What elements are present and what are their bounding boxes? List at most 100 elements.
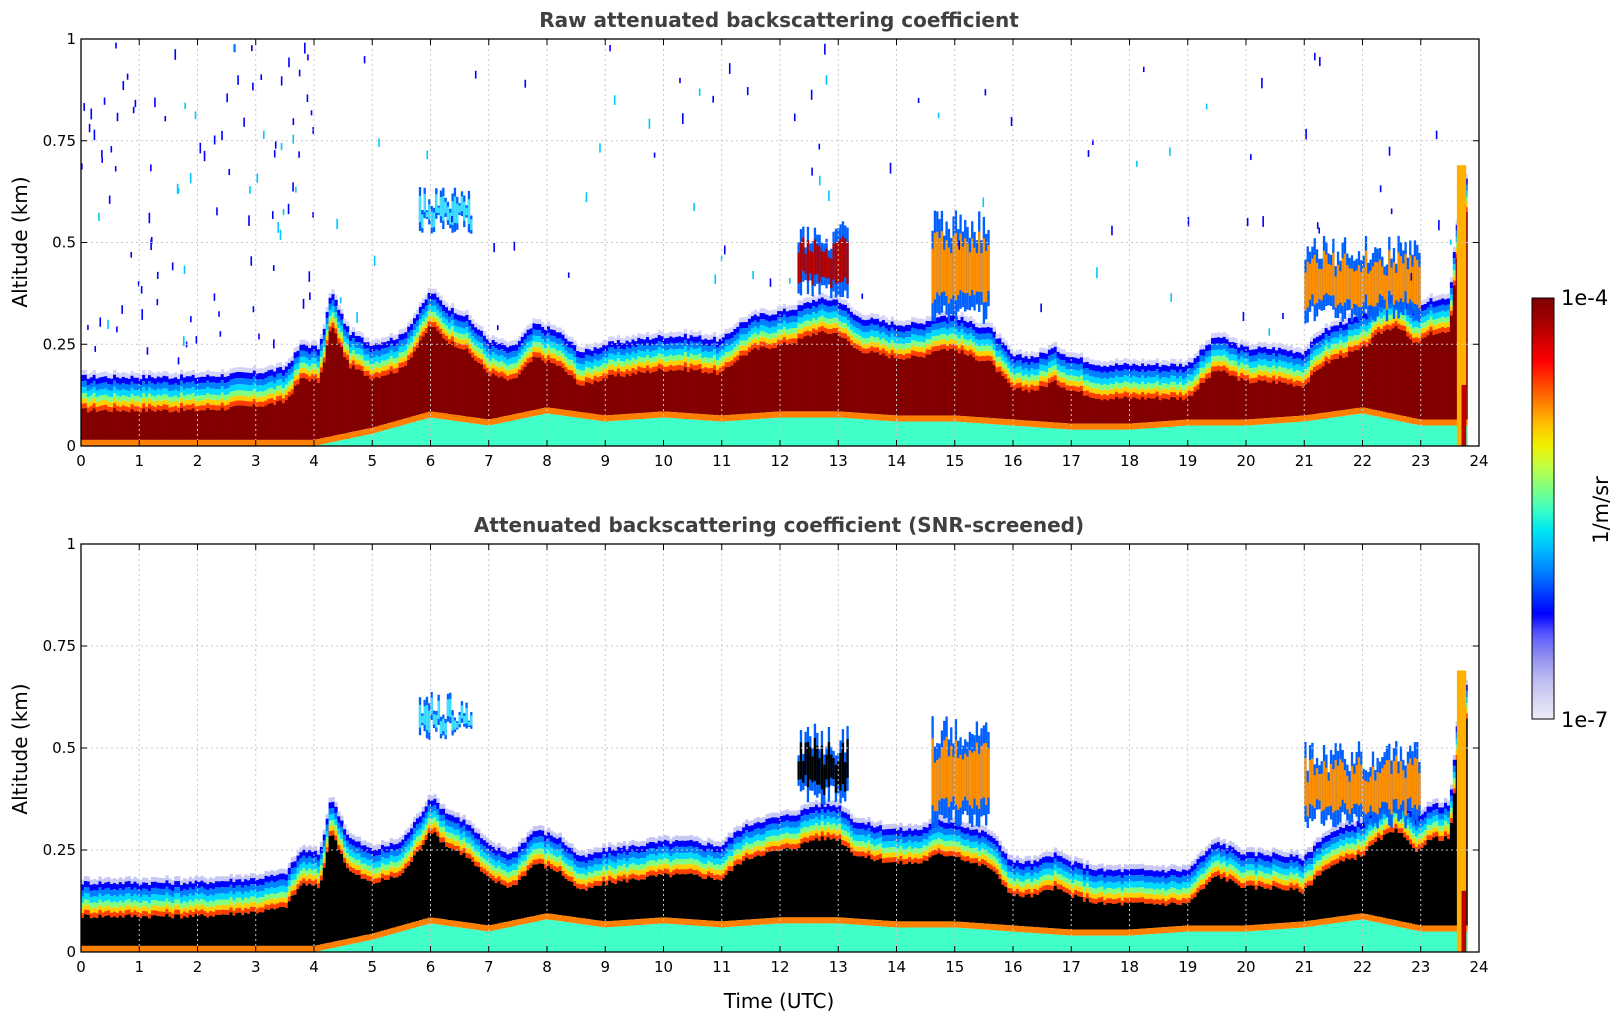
- heat-cell: [474, 339, 478, 346]
- heat-cell: [1327, 348, 1331, 354]
- heat-cell: [736, 332, 740, 340]
- heat-cell: [1336, 320, 1340, 326]
- heat-cell: [1272, 347, 1276, 354]
- heat-cell: [334, 328, 338, 334]
- heat-cell: [552, 414, 557, 446]
- heat-cell: [946, 323, 950, 330]
- heat-cell: [884, 414, 889, 421]
- heat-cell: [1435, 425, 1439, 446]
- heat-cell: [590, 379, 594, 385]
- heat-cell: [771, 343, 775, 348]
- heat-cell: [1295, 375, 1299, 381]
- heat-cell: [191, 387, 195, 394]
- heat-cell: [1114, 391, 1119, 397]
- heat-cell: [975, 417, 979, 424]
- heat-cell: [745, 350, 749, 356]
- heat-cell: [346, 326, 350, 333]
- heat-cell: [1444, 305, 1448, 312]
- heat-cell: [1199, 349, 1203, 356]
- heat-cell: [337, 315, 341, 323]
- noise-pixel: [189, 173, 192, 184]
- heat-cell: [471, 352, 475, 358]
- heat-cell: [663, 366, 667, 372]
- heat-cell: [436, 418, 440, 446]
- heat-cell: [916, 356, 921, 416]
- heat-cell: [1246, 370, 1250, 375]
- heat-cell: [1426, 419, 1430, 426]
- heat-cell: [538, 357, 542, 409]
- heat-cell: [337, 333, 341, 339]
- heat-cell: [686, 419, 691, 446]
- heat-cell: [410, 336, 414, 343]
- heat-cell: [328, 326, 332, 332]
- heat-cell: [1184, 377, 1189, 384]
- heat-cell: [1164, 427, 1168, 446]
- heat-cell: [255, 407, 260, 440]
- heat-cell: [680, 343, 685, 350]
- heat-cell: [1356, 335, 1360, 341]
- heat-cell: [244, 396, 248, 401]
- heat-cell: [1420, 300, 1425, 305]
- heat-cell: [835, 317, 839, 324]
- heat-cell: [407, 360, 411, 418]
- heat-cell: [800, 333, 804, 339]
- heat-cell: [474, 350, 478, 356]
- heat-cell: [605, 421, 609, 446]
- heat-cell: [1383, 274, 1386, 300]
- heat-cell: [401, 339, 405, 346]
- heat-cell: [1085, 395, 1090, 424]
- heat-cell: [657, 368, 661, 412]
- heat-cell: [1452, 264, 1457, 271]
- heat-cell: [992, 337, 996, 344]
- heat-cell: [590, 345, 594, 351]
- heat-cell: [1208, 425, 1212, 446]
- heat-cell: [788, 333, 793, 339]
- heat-cell: [1395, 272, 1398, 301]
- heat-cell: [727, 366, 731, 415]
- heat-cell: [1248, 419, 1253, 426]
- heat-cell: [625, 346, 629, 353]
- heat-cell: [791, 411, 795, 418]
- heat-cell: [683, 339, 688, 346]
- heat-cell: [823, 251, 826, 277]
- heat-cell: [733, 357, 737, 363]
- heat-cell: [1385, 324, 1390, 330]
- heat-cell: [247, 401, 251, 407]
- heat-cell: [648, 368, 653, 374]
- heat-cell: [392, 335, 396, 341]
- heat-cell: [1350, 336, 1355, 342]
- heat-cell: [896, 337, 900, 344]
- heat-cell: [680, 418, 685, 446]
- heat-cell: [651, 344, 656, 351]
- heat-cell: [468, 332, 472, 339]
- heat-cell: [852, 418, 857, 446]
- heat-cell: [203, 371, 207, 377]
- heat-cell: [1225, 351, 1229, 358]
- heat-cell: [710, 357, 714, 364]
- heat-cell: [194, 373, 198, 378]
- heat-cell: [453, 308, 458, 314]
- noise-pixel: [226, 93, 228, 103]
- heat-cell: [305, 374, 309, 380]
- heat-cell: [975, 345, 979, 351]
- heat-cell: [881, 320, 886, 327]
- heat-cell: [893, 421, 897, 446]
- heat-cell: [844, 300, 848, 305]
- heat-cell: [771, 418, 775, 446]
- heat-cell: [1132, 381, 1136, 388]
- heat-cell: [884, 351, 889, 357]
- raw-panel-ylabel: Altitude (km): [8, 176, 32, 307]
- heat-cell: [1280, 355, 1285, 362]
- heat-cell: [855, 315, 860, 322]
- heat-cell: [1144, 399, 1148, 423]
- heat-cell: [870, 312, 874, 318]
- heat-cell: [1321, 327, 1326, 333]
- heat-cell: [503, 351, 507, 358]
- heat-cell: [465, 207, 468, 216]
- heat-cell: [171, 378, 175, 385]
- heat-cell: [919, 356, 924, 416]
- heat-cell: [1001, 366, 1005, 372]
- heat-cell: [596, 360, 600, 367]
- heat-cell: [1053, 370, 1058, 376]
- heat-cell: [1079, 380, 1084, 386]
